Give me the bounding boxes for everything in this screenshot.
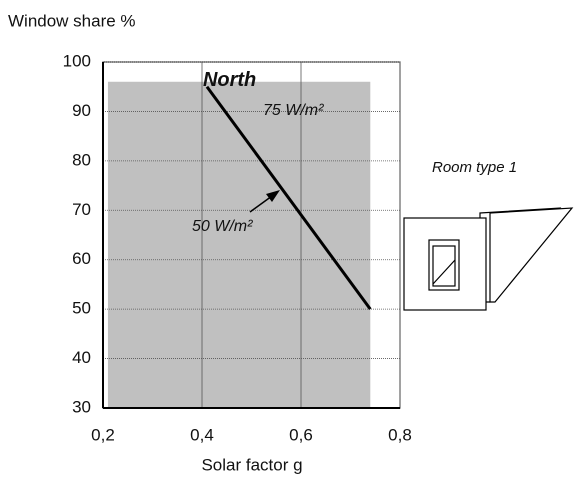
- y-tick-label: 70: [72, 200, 91, 219]
- room-label: Room type 1: [432, 159, 517, 176]
- y-tick-label: 90: [72, 101, 91, 120]
- y-tick-label: 40: [72, 348, 91, 367]
- y-tick-label: 100: [63, 51, 91, 70]
- y-tick-label: 50: [72, 299, 91, 318]
- y-tick-label: 60: [72, 249, 91, 268]
- series-label: North: [203, 69, 256, 91]
- room-icon: [404, 208, 572, 310]
- y-tick-label: 80: [72, 150, 91, 169]
- x-axis-title: Solar factor g: [201, 455, 302, 474]
- y-tick-label: 30: [72, 397, 91, 416]
- x-tick-label: 0,2: [91, 425, 115, 444]
- annotation: 75 W/m²: [263, 102, 324, 119]
- x-tick-label: 0,4: [190, 425, 214, 444]
- y-axis-title: Window share %: [8, 11, 136, 30]
- x-tick-label: 0,8: [388, 425, 412, 444]
- annotation: 50 W/m²: [192, 218, 253, 235]
- x-tick-label: 0,6: [289, 425, 313, 444]
- chart: Window share % Solar factor g Room type …: [0, 0, 574, 485]
